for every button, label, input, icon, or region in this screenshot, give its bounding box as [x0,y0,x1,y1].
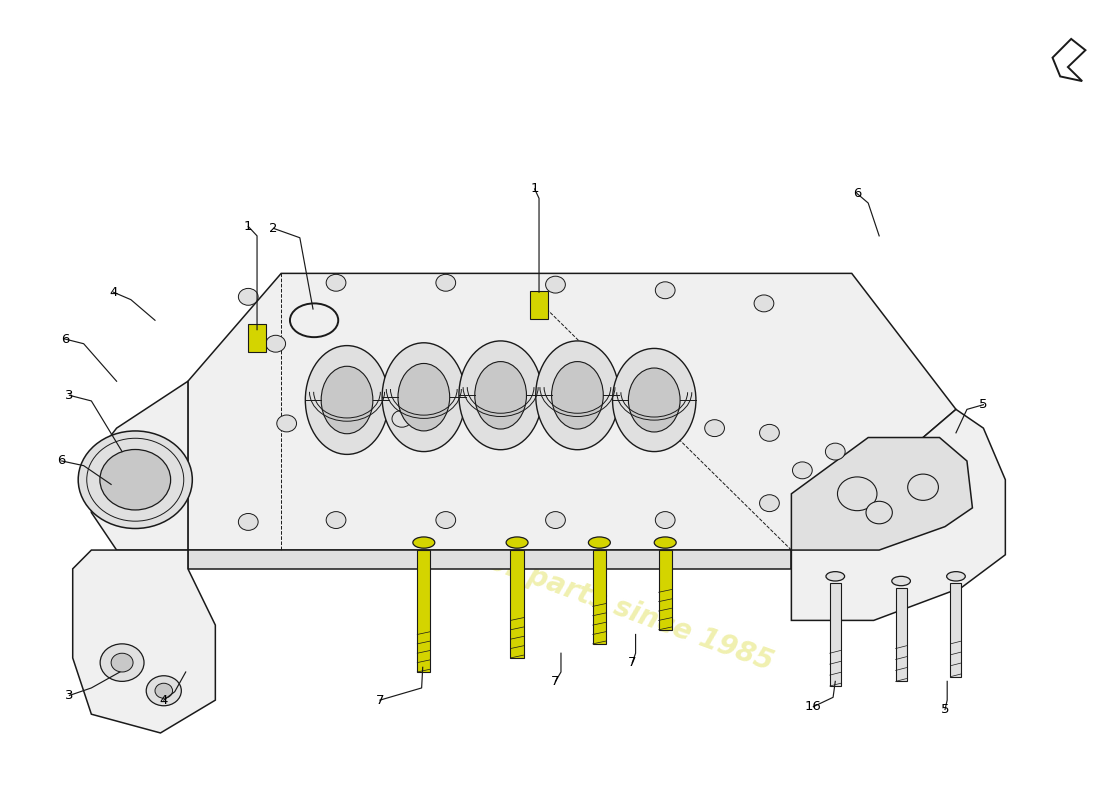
Text: 3: 3 [65,389,74,402]
Ellipse shape [459,341,542,450]
Ellipse shape [588,537,610,548]
Text: 7: 7 [551,675,560,688]
Circle shape [436,274,455,291]
Ellipse shape [654,537,676,548]
Circle shape [546,512,565,529]
Text: 16: 16 [805,700,822,713]
FancyBboxPatch shape [249,324,266,352]
Circle shape [239,514,258,530]
Circle shape [100,450,170,510]
Circle shape [760,494,779,512]
Text: 4: 4 [109,286,118,298]
Ellipse shape [892,576,911,586]
Text: 6: 6 [57,454,66,467]
Circle shape [266,335,286,352]
Circle shape [656,512,675,529]
Polygon shape [188,274,956,550]
Text: 1: 1 [244,220,253,233]
Polygon shape [791,438,972,550]
Circle shape [239,288,258,306]
Text: 6: 6 [60,333,69,346]
Text: epc: epc [437,349,773,592]
Circle shape [277,415,297,432]
Circle shape [100,644,144,682]
Ellipse shape [475,362,527,429]
Text: 1: 1 [530,182,539,195]
Text: 4: 4 [160,694,168,706]
Circle shape [546,276,565,293]
Circle shape [155,683,173,698]
Circle shape [908,474,938,500]
Polygon shape [73,550,216,733]
FancyBboxPatch shape [829,583,840,686]
Text: 6: 6 [852,187,861,200]
Ellipse shape [412,537,434,548]
Polygon shape [188,550,791,569]
FancyBboxPatch shape [950,583,961,677]
Text: a passion for parts since 1985: a passion for parts since 1985 [323,489,777,677]
Circle shape [111,654,133,672]
Ellipse shape [551,362,603,429]
Ellipse shape [947,572,966,581]
Circle shape [392,410,411,427]
Circle shape [792,462,812,478]
Circle shape [436,512,455,529]
FancyBboxPatch shape [417,550,430,672]
Circle shape [146,676,182,706]
Text: 2: 2 [270,222,277,235]
Text: 3: 3 [65,689,74,702]
Ellipse shape [306,346,388,454]
Text: 7: 7 [628,656,637,669]
Circle shape [327,512,345,529]
FancyBboxPatch shape [510,550,524,658]
Text: 7: 7 [376,694,384,706]
Circle shape [755,295,773,312]
Ellipse shape [506,537,528,548]
FancyBboxPatch shape [659,550,672,630]
Ellipse shape [321,366,373,434]
Circle shape [866,502,892,524]
FancyBboxPatch shape [895,587,906,682]
Text: 5: 5 [940,703,949,716]
Text: 5: 5 [979,398,988,411]
Ellipse shape [398,363,450,431]
Ellipse shape [382,342,465,451]
Circle shape [837,477,877,510]
Circle shape [78,431,192,529]
Circle shape [705,420,725,437]
Circle shape [760,424,779,442]
Circle shape [327,274,345,291]
Ellipse shape [826,572,845,581]
Ellipse shape [628,368,680,432]
Ellipse shape [613,349,696,451]
Polygon shape [791,410,1005,621]
Circle shape [825,443,845,460]
Circle shape [656,282,675,298]
Polygon shape [91,382,188,550]
FancyBboxPatch shape [530,291,548,319]
FancyBboxPatch shape [593,550,606,644]
Ellipse shape [536,341,619,450]
